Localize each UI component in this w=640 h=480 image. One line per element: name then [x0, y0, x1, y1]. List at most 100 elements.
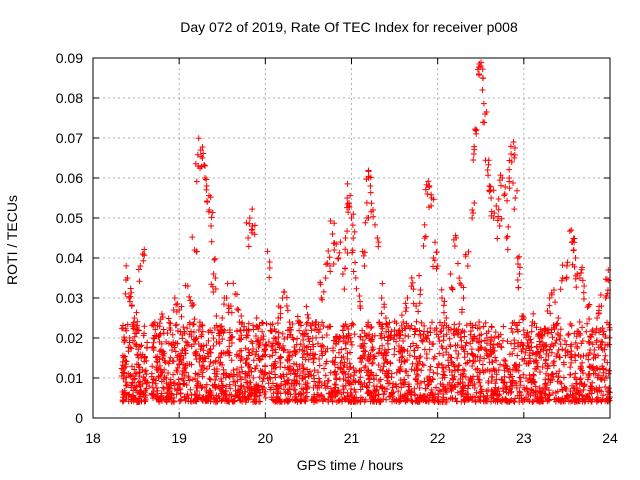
data-point — [502, 384, 509, 391]
data-point — [245, 346, 252, 353]
data-point — [253, 348, 260, 355]
data-point — [532, 383, 539, 390]
data-point — [285, 396, 292, 403]
data-point — [245, 243, 252, 250]
data-point — [170, 371, 177, 378]
data-point — [131, 375, 138, 382]
data-point — [477, 390, 484, 397]
data-point — [367, 398, 374, 405]
data-point — [382, 315, 389, 321]
data-point — [469, 207, 476, 214]
data-point — [266, 274, 273, 281]
data-point — [194, 383, 201, 390]
data-point — [528, 328, 535, 335]
data-point — [352, 259, 359, 266]
data-point — [485, 378, 492, 385]
data-point — [308, 322, 315, 329]
data-point — [560, 359, 567, 366]
data-point — [123, 374, 130, 381]
data-point — [361, 347, 368, 354]
data-point — [253, 315, 260, 321]
data-point — [255, 353, 262, 360]
data-point — [524, 388, 531, 395]
data-point — [413, 371, 420, 378]
data-point — [552, 398, 559, 405]
data-point — [157, 330, 164, 337]
data-point — [518, 348, 525, 355]
data-point — [319, 342, 326, 349]
data-point — [120, 354, 127, 361]
data-point — [511, 345, 518, 352]
data-point — [198, 384, 205, 391]
data-point — [195, 371, 202, 378]
data-point — [360, 344, 367, 351]
data-point — [562, 347, 569, 354]
data-point — [470, 335, 477, 342]
data-point — [519, 341, 526, 348]
data-point — [234, 328, 241, 335]
data-point — [408, 366, 415, 373]
data-point — [462, 373, 469, 380]
data-point — [361, 340, 368, 347]
data-point — [421, 346, 428, 353]
data-point — [504, 363, 511, 370]
data-point — [283, 371, 290, 378]
data-point — [501, 373, 508, 380]
data-point — [285, 376, 292, 383]
y-axis-label: ROTI / TECUs — [4, 195, 20, 285]
data-point — [573, 385, 580, 392]
data-point — [150, 335, 157, 341]
data-point — [335, 349, 342, 356]
data-point — [250, 398, 257, 405]
data-point — [593, 325, 600, 332]
y-tick-label: 0.01 — [56, 370, 83, 386]
data-point — [211, 256, 218, 263]
data-point — [472, 126, 479, 133]
data-point — [545, 363, 552, 370]
data-point — [589, 327, 596, 333]
data-point — [589, 379, 596, 386]
data-point — [160, 326, 167, 333]
data-point — [256, 374, 263, 381]
data-point — [558, 398, 565, 405]
data-point — [185, 374, 192, 381]
data-point — [357, 342, 364, 349]
data-point — [565, 331, 572, 338]
data-point — [552, 389, 559, 396]
data-point — [209, 209, 216, 216]
data-point — [557, 326, 564, 333]
data-point — [455, 350, 462, 357]
data-point — [212, 398, 219, 405]
data-point — [305, 315, 312, 321]
data-point — [305, 356, 312, 363]
data-point — [320, 288, 327, 295]
data-point — [579, 324, 586, 331]
data-point — [121, 336, 128, 343]
data-point — [433, 249, 440, 256]
data-point — [130, 376, 137, 383]
data-point — [493, 371, 500, 378]
data-point — [487, 186, 494, 193]
data-point — [347, 192, 354, 199]
data-point — [593, 397, 600, 404]
data-point — [530, 371, 537, 378]
data-point — [362, 363, 369, 370]
data-point — [352, 275, 359, 281]
data-point — [308, 372, 315, 379]
data-point — [528, 344, 535, 351]
data-point — [317, 392, 324, 399]
data-point — [350, 235, 357, 241]
data-point — [388, 374, 395, 381]
data-point — [388, 389, 395, 396]
data-point — [492, 380, 499, 387]
data-point — [215, 338, 222, 345]
data-point — [338, 346, 345, 353]
data-point — [143, 385, 150, 392]
data-point — [514, 392, 521, 399]
data-point — [356, 293, 363, 300]
data-point — [427, 325, 434, 332]
data-point — [291, 371, 298, 378]
data-point — [596, 329, 603, 336]
data-point — [472, 398, 479, 405]
data-point — [292, 390, 299, 397]
